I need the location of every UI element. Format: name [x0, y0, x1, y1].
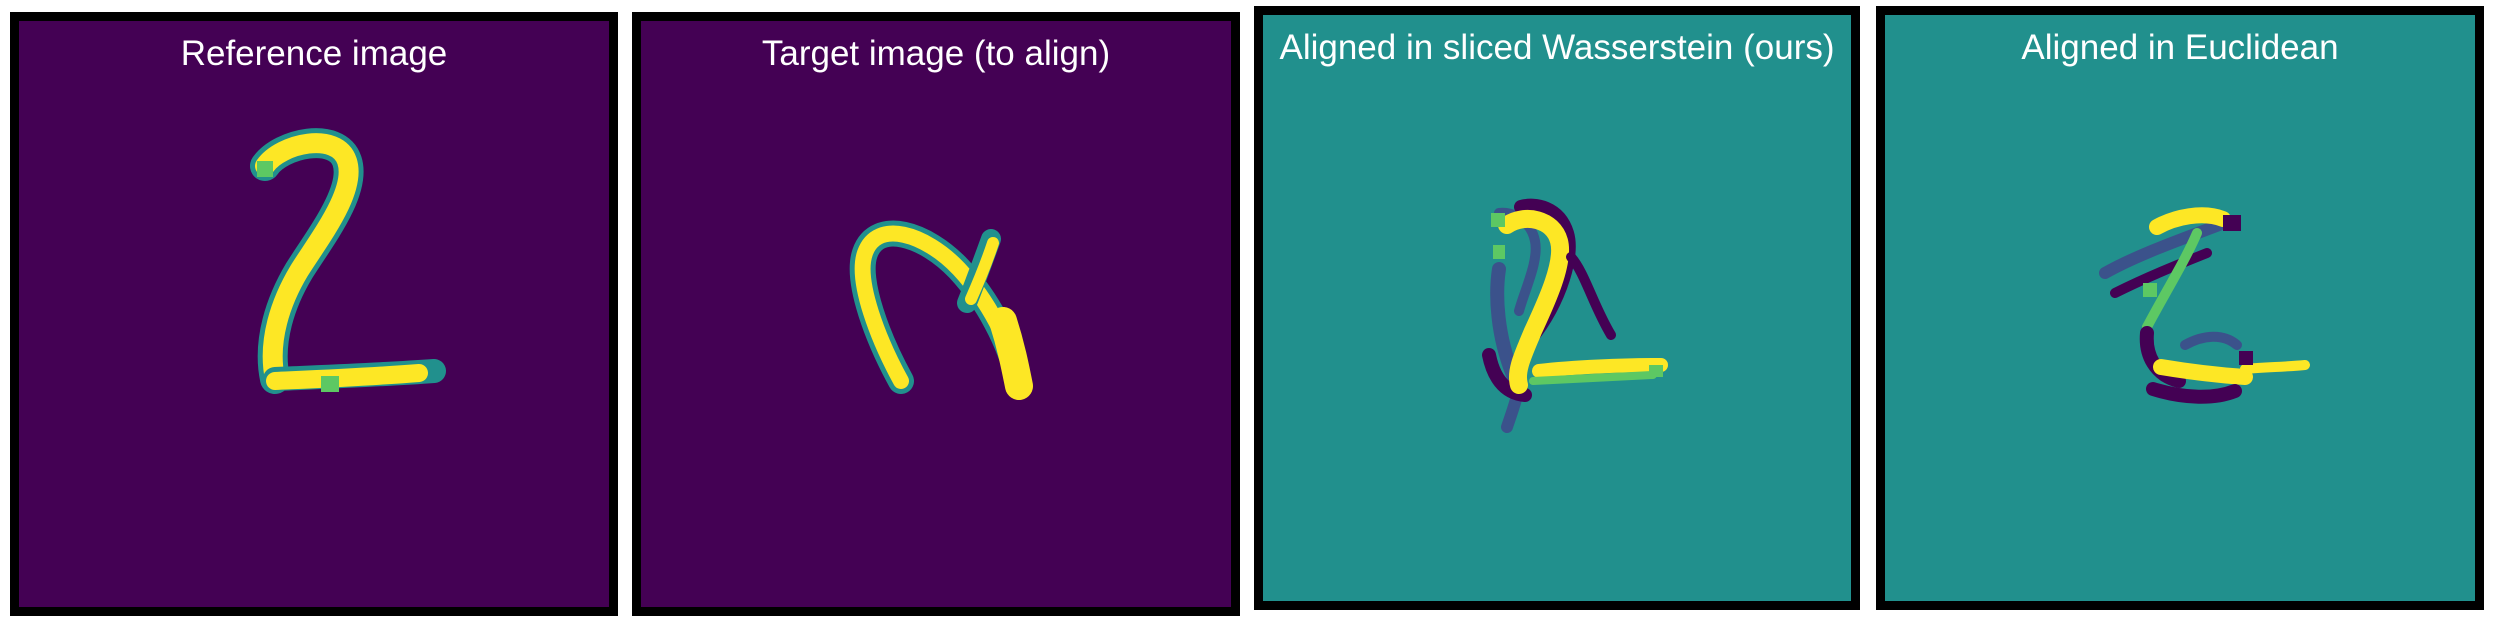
target-digit-image: [849, 220, 1033, 400]
panel-title-euclidean: Aligned in Euclidean: [2021, 28, 2339, 67]
target-digit-rotated-two: [849, 220, 1033, 400]
sliced-wasserstein-aligned-image: [1482, 198, 1668, 433]
panel-reference-image: Reference image: [10, 12, 618, 616]
sliced-wasserstein-difference-map: [1482, 198, 1668, 433]
panel-aligned-euclidean: Aligned in Euclidean: [1876, 6, 2484, 610]
reference-digit-image: [250, 128, 446, 394]
panel-title-target: Target image (to align): [761, 34, 1111, 73]
panel-aligned-sliced-wasserstein: Aligned in sliced Wasserstein (ours): [1254, 6, 1860, 610]
panel-target-image: Target image (to align): [632, 12, 1240, 616]
euclidean-aligned-image: [2099, 207, 2310, 404]
panel-title-sliced-wasserstein: Aligned in sliced Wasserstein (ours): [1279, 28, 1835, 67]
euclidean-difference-map: [2099, 207, 2310, 404]
reference-digit-two: [250, 128, 446, 394]
panel-title-reference: Reference image: [180, 34, 448, 73]
